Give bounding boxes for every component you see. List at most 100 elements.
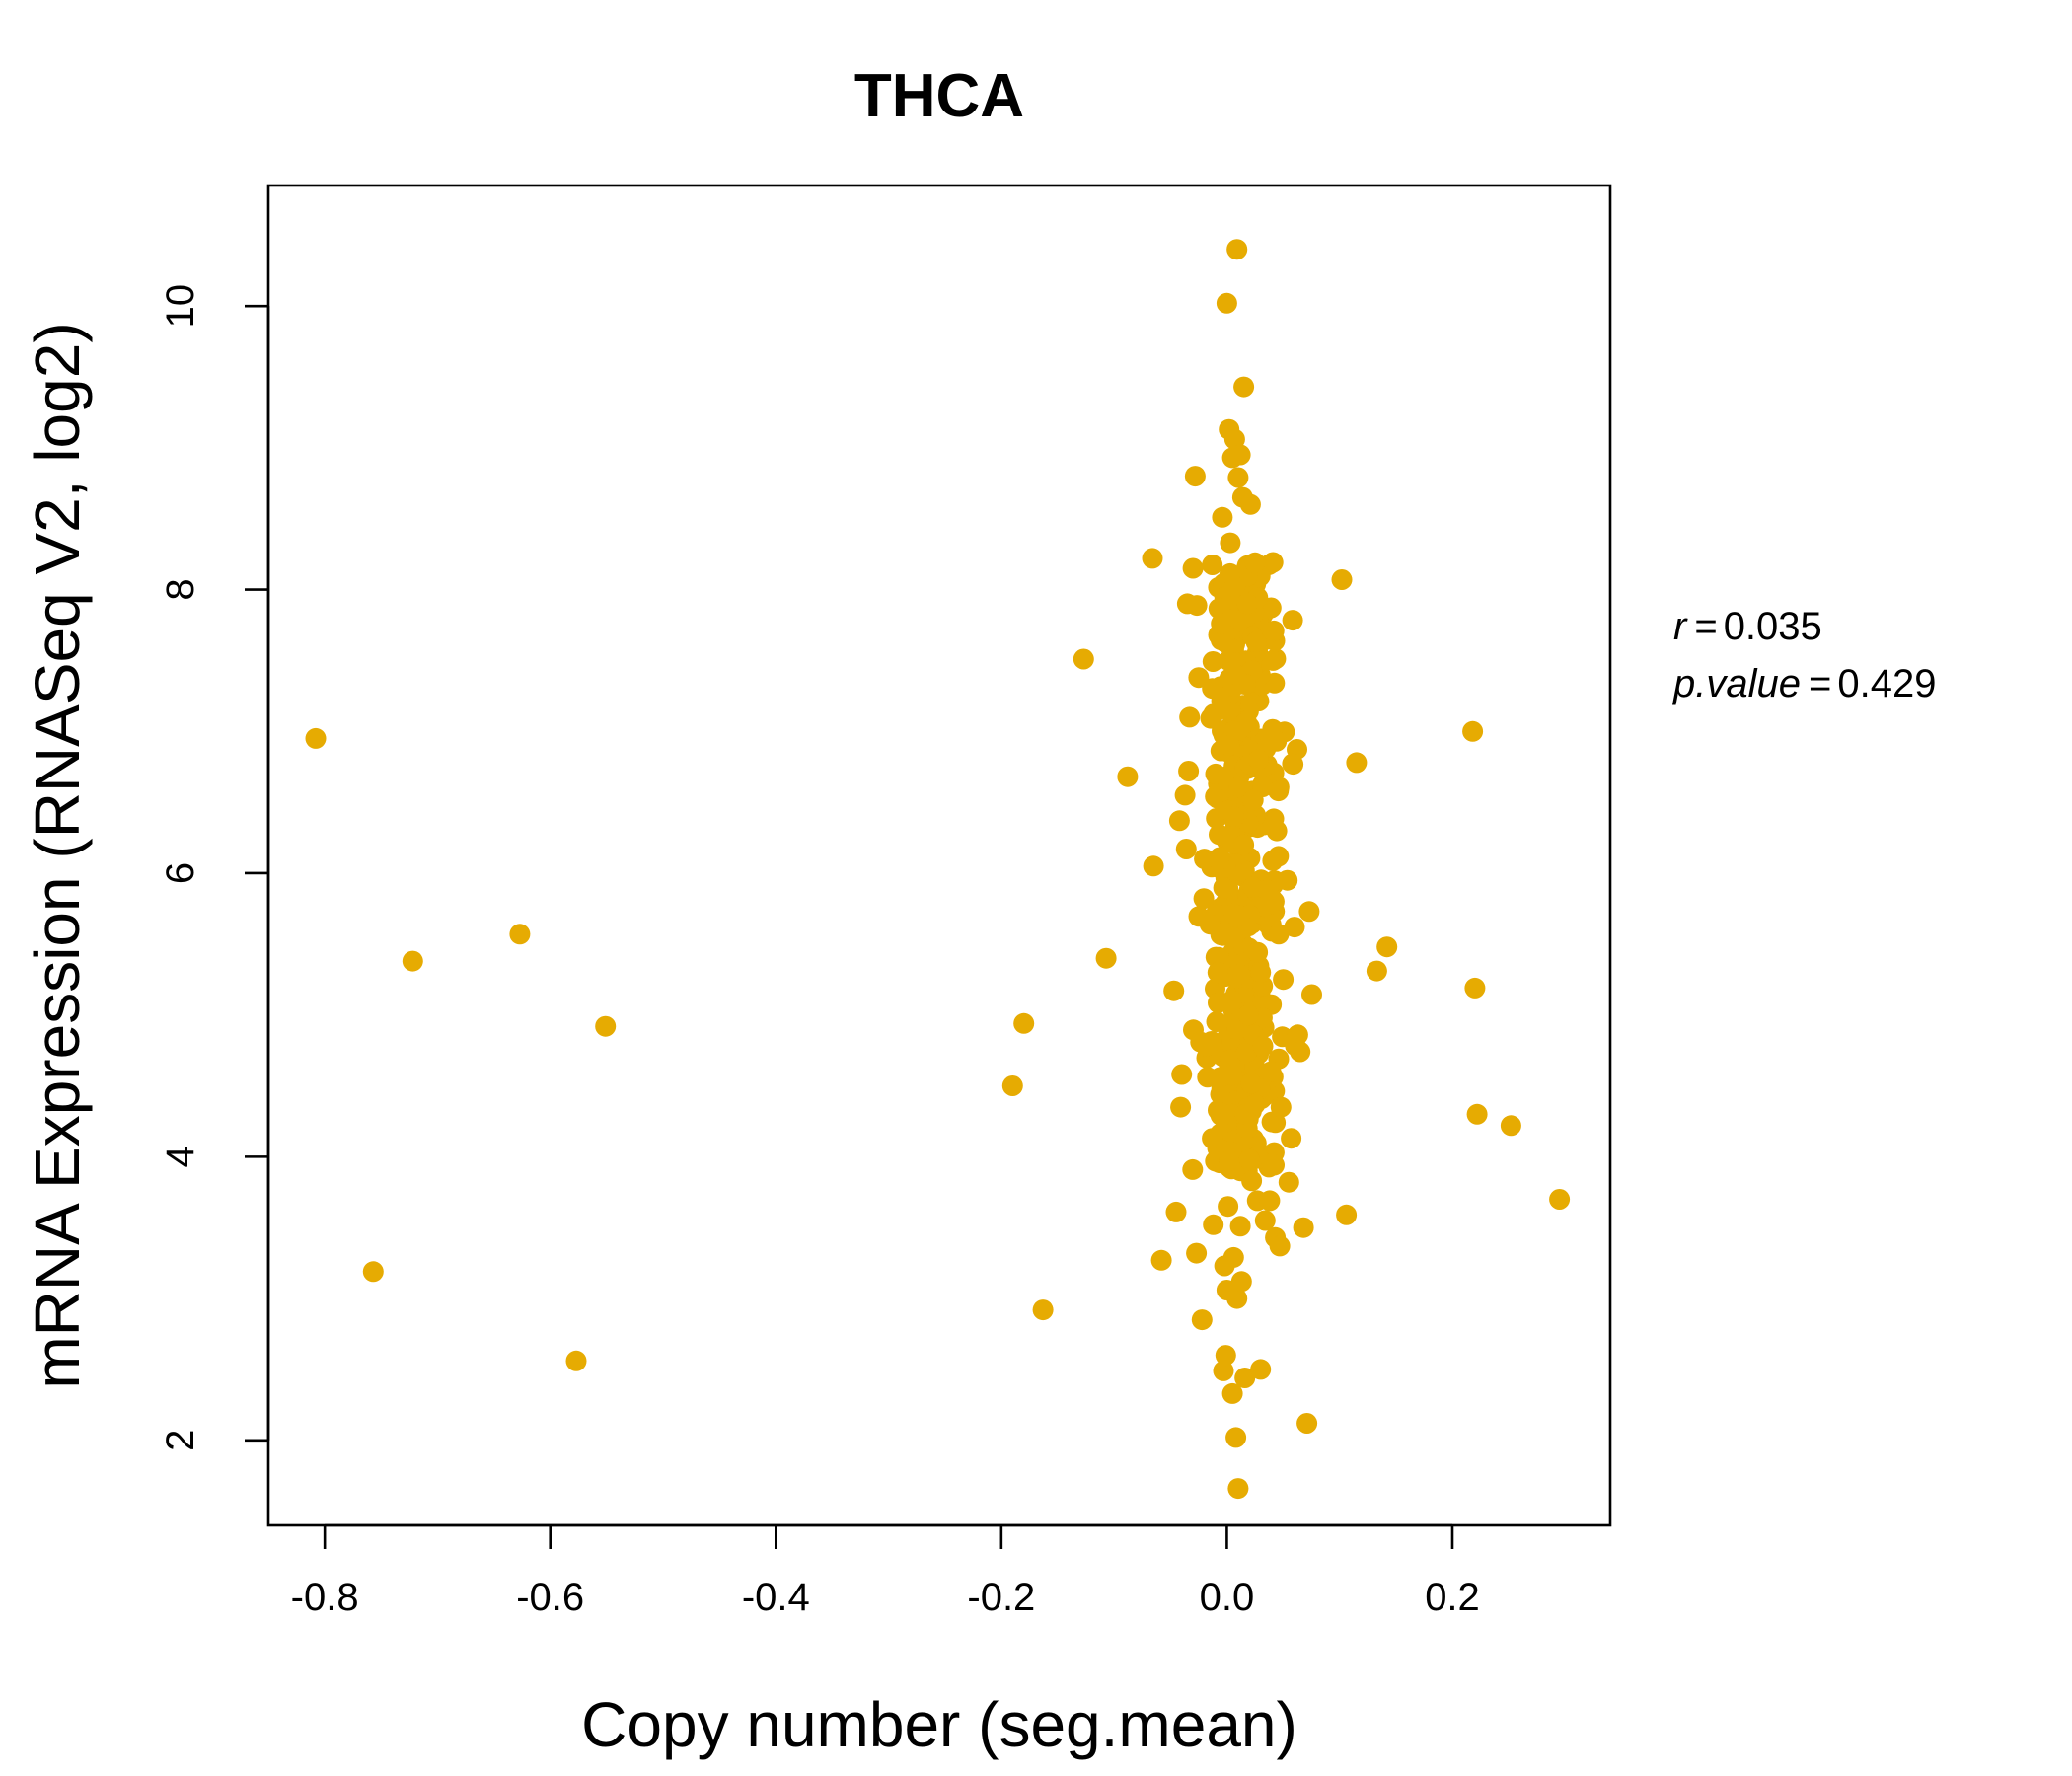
data-point: [1216, 292, 1237, 314]
data-point: [1228, 777, 1250, 797]
y-tick-label: 10: [159, 284, 202, 329]
x-tick-label: 0.0: [1200, 1576, 1255, 1619]
data-point: [1207, 962, 1228, 984]
data-point: [1270, 1096, 1292, 1118]
data-point: [1222, 1246, 1244, 1268]
x-tick-label: -0.8: [291, 1576, 359, 1619]
y-tick-label: 6: [159, 862, 202, 884]
data-point: [1239, 493, 1261, 515]
data-point: [1290, 1041, 1311, 1063]
data-point: [1210, 1067, 1231, 1088]
data-point: [1366, 960, 1387, 982]
data-point: [1466, 1103, 1488, 1125]
data-point: [1215, 1345, 1236, 1367]
data-point: [1171, 1064, 1193, 1085]
data-point: [1331, 569, 1353, 590]
data-point: [1199, 914, 1221, 935]
data-point: [1268, 780, 1290, 802]
stat-p-name: p.value: [1672, 662, 1801, 705]
data-point: [1266, 820, 1288, 842]
data-point: [1222, 806, 1244, 827]
data-point: [1247, 749, 1269, 771]
data-point: [1200, 707, 1221, 729]
data-point: [1219, 735, 1240, 757]
data-point: [1191, 1309, 1213, 1331]
data-point: [1229, 1216, 1251, 1237]
p-value: p.value = 0.429: [1672, 662, 1936, 705]
y-tick-label: 4: [159, 1146, 202, 1167]
x-tick-label: -0.4: [742, 1576, 810, 1619]
data-point: [1260, 1061, 1282, 1082]
data-point: [1203, 1214, 1224, 1235]
data-point: [1227, 467, 1249, 488]
data-point: [1282, 610, 1303, 631]
data-point: [402, 950, 423, 972]
data-point: [1220, 532, 1241, 554]
data-point: [1228, 963, 1250, 985]
data-point: [1238, 1148, 1260, 1170]
data-point: [565, 1350, 587, 1371]
data-point: [1223, 576, 1245, 598]
data-point: [1237, 1004, 1259, 1026]
data-point: [1222, 926, 1243, 948]
x-tick-label: -0.2: [967, 1576, 1035, 1619]
data-point: [1500, 1115, 1521, 1137]
data-point: [1163, 980, 1185, 1001]
data-point: [1225, 664, 1247, 686]
data-point: [1117, 766, 1139, 787]
data-point: [1298, 901, 1320, 923]
data-point: [1259, 1190, 1281, 1212]
data-point: [305, 727, 327, 749]
data-point: [1202, 555, 1223, 575]
stat-r-value: 0.035: [1724, 605, 1822, 648]
data-point: [1233, 376, 1255, 398]
data-point: [1236, 593, 1258, 615]
data-point: [1250, 1359, 1272, 1380]
data-point: [1266, 730, 1288, 752]
data-point: [1213, 877, 1234, 899]
data-point: [1150, 1249, 1172, 1271]
data-point: [1228, 905, 1250, 926]
data-point: [1212, 506, 1233, 528]
stat-p-operator: =: [1809, 662, 1831, 705]
data-point: [1184, 466, 1206, 487]
data-point: [1240, 1073, 1262, 1094]
data-point: [1226, 239, 1248, 260]
data-point: [1262, 649, 1284, 671]
chart-title: THCA: [854, 62, 1024, 130]
data-point: [1202, 1128, 1223, 1149]
y-tick-label: 2: [159, 1430, 202, 1451]
data-point: [1281, 1128, 1302, 1149]
data-point: [1277, 869, 1298, 891]
data-point: [1262, 552, 1284, 573]
data-point: [1213, 1360, 1234, 1381]
data-point: [1244, 552, 1266, 573]
data-point: [1244, 1093, 1266, 1115]
data-point: [1269, 1235, 1291, 1257]
data-point: [1235, 1042, 1257, 1064]
data-point: [1175, 839, 1197, 859]
data-point: [1233, 834, 1255, 855]
data-point: [1242, 789, 1264, 811]
data-point: [1282, 753, 1303, 775]
data-point: [1196, 1035, 1218, 1057]
data-point: [1170, 1096, 1192, 1118]
data-point: [1376, 936, 1398, 958]
data-point: [1263, 620, 1285, 641]
data-point: [1273, 969, 1295, 991]
data-point: [1208, 849, 1229, 870]
points-layer: [305, 239, 1571, 1500]
data-point: [1220, 702, 1241, 723]
stat-r-operator: =: [1694, 605, 1717, 648]
data-point: [1245, 631, 1267, 653]
data-point: [1223, 428, 1245, 450]
data-point: [1227, 1478, 1249, 1500]
data-point: [1287, 1024, 1308, 1046]
data-point: [1250, 962, 1272, 984]
data-point: [1346, 752, 1368, 774]
data-point: [1095, 947, 1117, 969]
data-point: [1032, 1299, 1054, 1321]
plot-frame: [266, 184, 1612, 1527]
data-point: [1143, 855, 1164, 877]
